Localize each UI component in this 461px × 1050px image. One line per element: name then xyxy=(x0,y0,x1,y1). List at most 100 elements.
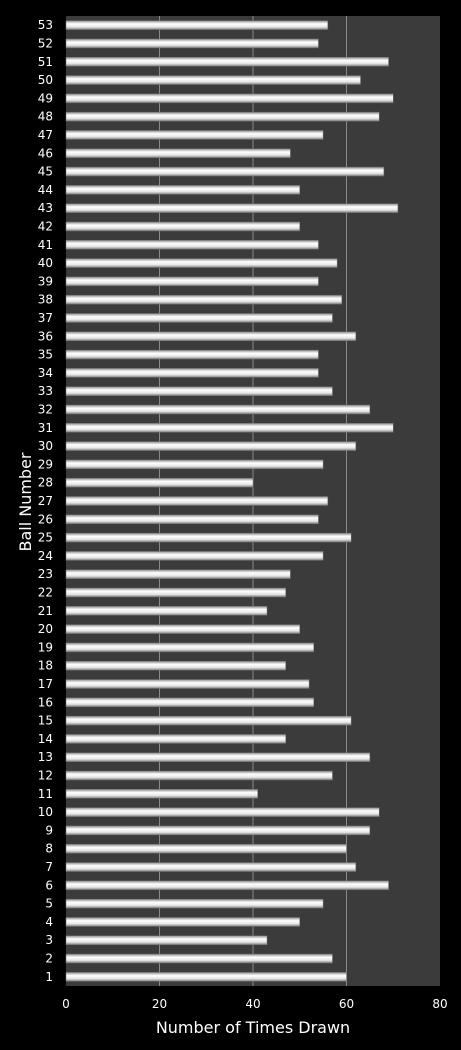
bar-ball-36 xyxy=(65,331,357,342)
x-tick-label: 80 xyxy=(432,997,447,1011)
bar-ball-51 xyxy=(65,57,389,67)
y-tick-label: 41 xyxy=(38,238,53,252)
bar-ball-14 xyxy=(65,734,286,744)
bar-ball-32 xyxy=(65,404,371,415)
y-tick-label: 7 xyxy=(45,860,53,874)
y-tick-label: 15 xyxy=(38,714,53,728)
y-tick-label: 6 xyxy=(45,878,53,892)
bar-ball-11 xyxy=(65,789,258,799)
bar-ball-22 xyxy=(65,587,286,598)
y-tick-label: 4 xyxy=(45,915,53,929)
bar-ball-24 xyxy=(65,551,324,561)
x-tick-label: 60 xyxy=(339,997,354,1011)
y-axis-title: Ball Number xyxy=(16,452,35,551)
y-tick-label: 3 xyxy=(45,933,53,947)
bar-ball-23 xyxy=(65,569,291,579)
y-tick-label: 24 xyxy=(38,549,53,563)
x-tick-labels: 0 20 40 60 80 xyxy=(62,997,447,1011)
y-tick-label: 30 xyxy=(38,439,53,453)
y-tick-label: 19 xyxy=(38,640,53,654)
bar-ball-15 xyxy=(65,715,352,726)
bar-ball-1 xyxy=(65,972,347,982)
bar-ball-35 xyxy=(65,349,319,360)
bar-ball-19 xyxy=(65,642,315,653)
bar-ball-44 xyxy=(65,185,300,195)
bar-ball-47 xyxy=(65,130,324,140)
y-tick-label: 49 xyxy=(38,91,53,105)
bar-ball-45 xyxy=(65,166,385,177)
y-tick-label: 51 xyxy=(38,55,53,69)
bar-ball-52 xyxy=(65,38,319,49)
bar-ball-8 xyxy=(65,843,347,854)
bar-ball-5 xyxy=(65,898,324,909)
y-tick-label: 35 xyxy=(38,348,53,362)
y-tick-label: 52 xyxy=(38,36,53,50)
bar-ball-37 xyxy=(65,313,333,323)
y-tick-label: 44 xyxy=(38,183,53,197)
bar-ball-29 xyxy=(65,459,324,470)
y-tick-label: 36 xyxy=(38,329,53,343)
y-tick-label: 40 xyxy=(38,256,53,270)
y-tick-label: 9 xyxy=(45,823,53,837)
y-tick-label: 5 xyxy=(45,897,53,911)
bar-ball-53 xyxy=(65,20,329,30)
y-tick-label: 18 xyxy=(38,659,53,673)
y-tick-label: 2 xyxy=(45,952,53,966)
y-tick-label: 23 xyxy=(38,567,53,581)
bar-ball-25 xyxy=(65,532,352,543)
bar-ball-9 xyxy=(65,825,371,836)
bar-ball-34 xyxy=(65,368,319,378)
bar-ball-2 xyxy=(65,953,333,964)
bar-ball-46 xyxy=(65,148,291,159)
bars xyxy=(65,20,399,982)
bar-ball-7 xyxy=(65,862,357,872)
y-tick-label: 11 xyxy=(38,787,53,801)
y-tick-label: 21 xyxy=(38,604,53,618)
y-tick-label: 8 xyxy=(45,842,53,856)
y-tick-label: 38 xyxy=(38,293,53,307)
bar-ball-12 xyxy=(65,770,333,781)
y-tick-label: 26 xyxy=(38,512,53,526)
y-tick-label: 16 xyxy=(38,695,53,709)
y-tick-label: 45 xyxy=(38,165,53,179)
x-axis-title: Number of Times Drawn xyxy=(156,1018,350,1037)
bar-ball-30 xyxy=(65,441,357,451)
bar-ball-41 xyxy=(65,240,319,250)
y-tick-label: 33 xyxy=(38,384,53,398)
y-tick-label: 48 xyxy=(38,110,53,124)
y-tick-label: 37 xyxy=(38,311,53,325)
bar-ball-33 xyxy=(65,386,333,396)
bar-ball-40 xyxy=(65,258,338,268)
bar-ball-21 xyxy=(65,606,268,616)
y-tick-label: 13 xyxy=(38,750,53,764)
bar-ball-31 xyxy=(65,423,394,433)
bar-ball-28 xyxy=(65,477,254,488)
bar-ball-39 xyxy=(65,276,319,287)
x-tick-label: 40 xyxy=(245,997,260,1011)
y-tick-label: 46 xyxy=(38,146,53,160)
y-tick-label: 39 xyxy=(38,274,53,288)
bar-ball-20 xyxy=(65,624,300,634)
bar-ball-48 xyxy=(65,111,380,122)
y-tick-label: 20 xyxy=(38,622,53,636)
bar-ball-4 xyxy=(65,917,300,927)
y-tick-label: 31 xyxy=(38,421,53,435)
bar-ball-38 xyxy=(65,294,343,305)
bar-ball-50 xyxy=(65,75,361,85)
bar-ball-16 xyxy=(65,697,315,708)
x-tick-label: 20 xyxy=(152,997,167,1011)
y-tick-label: 29 xyxy=(38,457,53,471)
bar-ball-42 xyxy=(65,221,300,232)
y-tick-label: 47 xyxy=(38,128,53,142)
bar-ball-10 xyxy=(65,807,380,817)
bar-ball-49 xyxy=(65,93,394,104)
bar-ball-26 xyxy=(65,514,319,525)
y-tick-label: 32 xyxy=(38,402,53,416)
y-tick-label: 53 xyxy=(38,18,53,32)
bar-ball-17 xyxy=(65,679,310,689)
y-tick-label: 42 xyxy=(38,219,53,233)
bar-ball-27 xyxy=(65,496,329,506)
y-tick-label: 28 xyxy=(38,476,53,490)
y-tick-label: 34 xyxy=(38,366,53,380)
bar-ball-18 xyxy=(65,660,286,671)
